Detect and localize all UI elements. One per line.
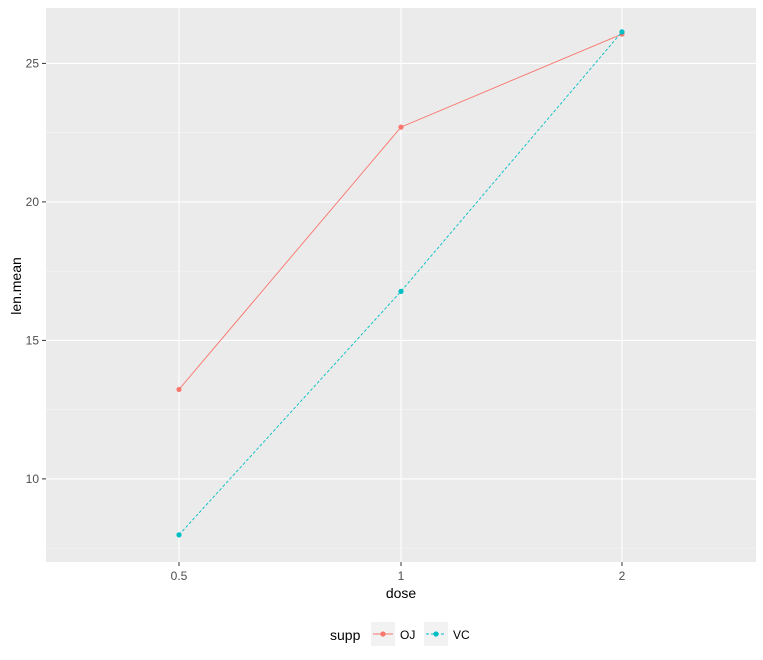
- series-oj-point: [176, 386, 182, 393]
- series-vc-point: [176, 532, 182, 538]
- legend-title: supp: [330, 627, 361, 643]
- x-axis-title: dose: [386, 585, 417, 601]
- y-tick-label: 20: [26, 195, 40, 209]
- y-tick-label: 10: [26, 472, 40, 486]
- series-vc-point: [398, 288, 404, 294]
- legend-label-vc: VC: [453, 628, 470, 642]
- y-axis: 10 15 20 25: [26, 56, 46, 486]
- series-vc-line: [178, 31, 623, 536]
- x-tick-label: 0.5: [171, 569, 188, 583]
- series-layer: [176, 29, 625, 538]
- legend-key-vc-point: [433, 631, 439, 637]
- major-gridlines: [46, 8, 756, 562]
- y-tick-label: 15: [26, 333, 40, 347]
- y-axis-title: len.mean: [8, 257, 24, 315]
- x-tick-label: 2: [619, 569, 626, 583]
- y-tick-label: 25: [26, 56, 40, 70]
- series-vc-point: [619, 29, 625, 35]
- legend: supp OJ VC: [330, 622, 470, 646]
- x-axis: 0.5 1 2: [171, 562, 626, 583]
- x-tick-label: 1: [398, 569, 405, 583]
- series-oj-point: [398, 124, 404, 130]
- legend-key-oj-point: [380, 631, 386, 637]
- legend-label-oj: OJ: [400, 628, 415, 642]
